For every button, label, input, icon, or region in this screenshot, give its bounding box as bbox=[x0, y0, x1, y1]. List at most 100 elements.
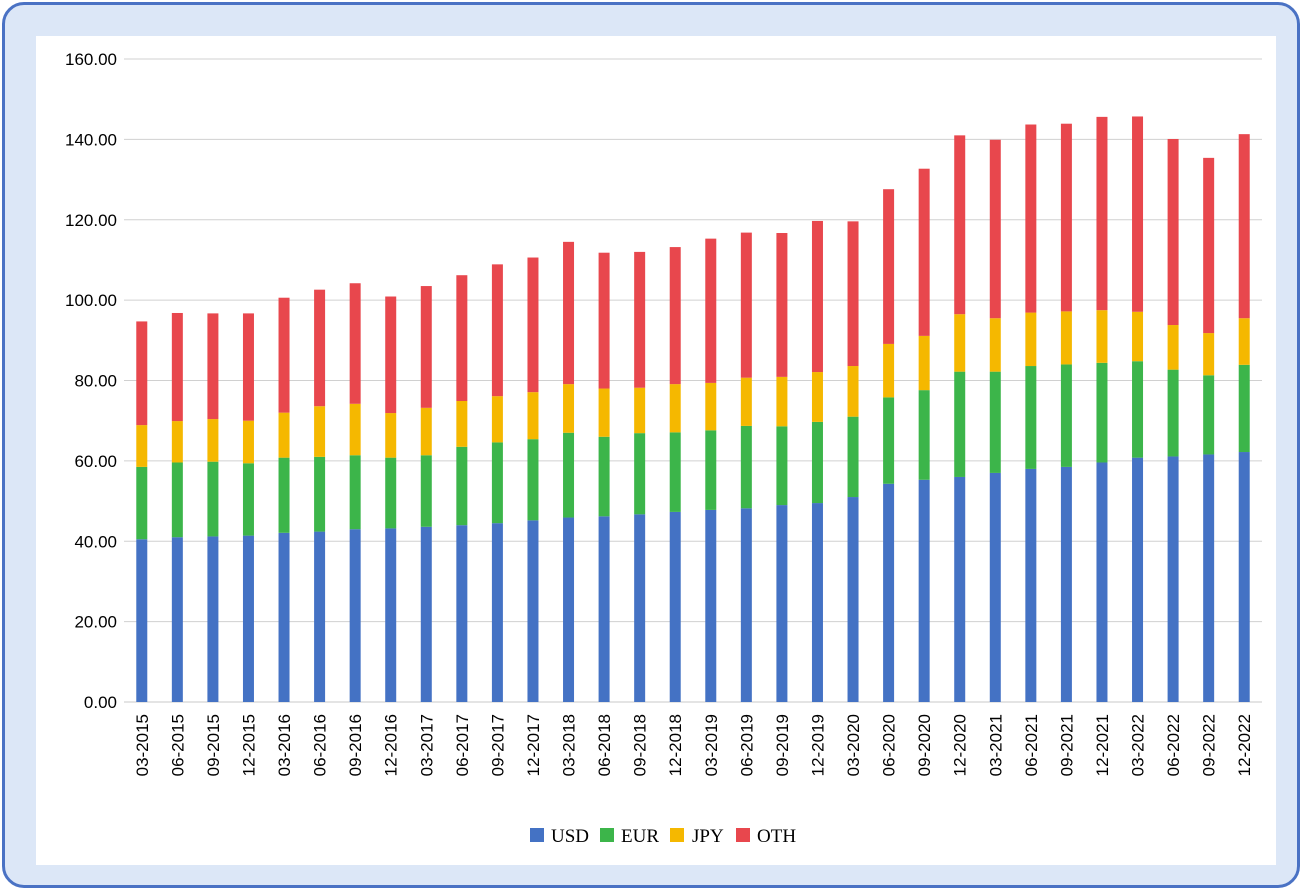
bar-segment-usd bbox=[1096, 462, 1108, 702]
legend-swatch-usd[interactable] bbox=[530, 828, 544, 842]
bar-segment-eur bbox=[349, 455, 361, 530]
bar-segment-usd bbox=[1238, 452, 1250, 702]
bar-segment-usd bbox=[634, 514, 646, 702]
bar-segment-usd bbox=[456, 525, 468, 702]
bar-segment-eur bbox=[1238, 364, 1250, 453]
bar-segment-oth bbox=[1203, 157, 1215, 334]
x-tick-label: 12-2019 bbox=[808, 714, 827, 776]
bar-segment-oth bbox=[278, 297, 290, 413]
bar-segment-usd bbox=[278, 532, 290, 702]
legend-label-usd[interactable]: USD bbox=[551, 826, 589, 847]
bar-segment-jpy bbox=[420, 407, 432, 456]
x-tick-label: 03-2018 bbox=[560, 714, 579, 776]
bar-segment-oth bbox=[1025, 124, 1037, 313]
y-tick-label: 20.00 bbox=[74, 613, 117, 632]
stacked-bar-chart: 0.00 20.00 40.00 60.00 80.00 100.00 120.00 140.… bbox=[65, 50, 1262, 847]
x-tick-label: 06-2015 bbox=[168, 714, 187, 776]
bar-segment-eur bbox=[491, 442, 503, 524]
x-tick-label: 12-2016 bbox=[382, 714, 401, 776]
x-tick-label: 06-2016 bbox=[311, 714, 330, 776]
bar-segment-oth bbox=[456, 275, 468, 401]
bar-segment-oth bbox=[776, 233, 788, 377]
y-tick-label: 80.00 bbox=[74, 372, 117, 391]
bar-segment-eur bbox=[954, 371, 966, 477]
legend-label-eur[interactable]: EUR bbox=[621, 826, 659, 847]
legend-swatch-eur[interactable] bbox=[600, 828, 614, 842]
bar-segment-usd bbox=[527, 520, 539, 702]
bar-segment-jpy bbox=[705, 382, 717, 431]
bar-segment-jpy bbox=[1132, 311, 1144, 362]
legend-swatch-oth[interactable] bbox=[736, 828, 750, 842]
bar-segment-oth bbox=[491, 264, 503, 397]
x-tick-label: 03-2019 bbox=[702, 714, 721, 776]
legend-label-oth[interactable]: OTH bbox=[757, 826, 796, 847]
y-axis-ticks: 0.00 20.00 40.00 60.00 80.00 100.00 120.00 140.… bbox=[65, 50, 117, 712]
bar-segment-oth bbox=[385, 296, 397, 414]
x-tick-label: 03-2017 bbox=[417, 714, 436, 776]
x-tick-label: 12-2021 bbox=[1093, 714, 1112, 776]
bar-segment-jpy bbox=[385, 413, 397, 458]
bar-segment-oth bbox=[349, 283, 361, 404]
x-tick-label: 12-2022 bbox=[1235, 714, 1254, 776]
bar-segment-usd bbox=[954, 476, 966, 702]
bar-segment-usd bbox=[1132, 457, 1144, 702]
bar-segment-oth bbox=[811, 220, 823, 373]
bar-segment-eur bbox=[1025, 366, 1037, 469]
bar-segment-oth bbox=[740, 232, 752, 378]
bar-segment-jpy bbox=[598, 388, 610, 437]
bar-segment-usd bbox=[1025, 468, 1037, 702]
bar-segment-jpy bbox=[634, 387, 646, 434]
bar-segment-usd bbox=[171, 537, 183, 702]
x-tick-label: 06-2020 bbox=[880, 714, 899, 776]
x-tick-label: 09-2019 bbox=[773, 714, 792, 776]
bar-segment-oth bbox=[634, 251, 646, 388]
bar-segment-eur bbox=[1203, 375, 1215, 455]
bar-segment-eur bbox=[420, 455, 432, 527]
bar-segment-eur bbox=[207, 461, 219, 537]
legend-label-jpy[interactable]: JPY bbox=[692, 826, 724, 847]
bar-segment-jpy bbox=[563, 384, 575, 433]
x-tick-label: 09-2017 bbox=[488, 714, 507, 776]
bar-segment-oth bbox=[1238, 134, 1250, 319]
bar-segment-usd bbox=[669, 511, 681, 702]
y-tick-label: 0.00 bbox=[84, 693, 117, 712]
bar-segment-usd bbox=[242, 535, 254, 702]
bar-segment-oth bbox=[989, 139, 1001, 319]
x-tick-label: 09-2022 bbox=[1200, 714, 1219, 776]
bar-segment-oth bbox=[598, 252, 610, 389]
x-tick-label: 09-2016 bbox=[346, 714, 365, 776]
bar-segment-jpy bbox=[491, 396, 503, 443]
bar-segment-eur bbox=[811, 421, 823, 504]
bar-segment-usd bbox=[847, 497, 859, 702]
bar-segment-oth bbox=[1132, 116, 1144, 312]
x-tick-label: 09-2020 bbox=[915, 714, 934, 776]
x-tick-label: 09-2021 bbox=[1057, 714, 1076, 776]
bar-segment-usd bbox=[740, 508, 752, 702]
x-tick-label: 12-2015 bbox=[239, 714, 258, 776]
bar-segment-usd bbox=[420, 526, 432, 702]
bar-segment-jpy bbox=[1060, 311, 1072, 365]
bar-segment-oth bbox=[242, 313, 254, 421]
x-tick-label: 06-2017 bbox=[453, 714, 472, 776]
bar-segment-oth bbox=[420, 286, 432, 408]
bar-segment-eur bbox=[278, 457, 290, 533]
bar-segment-jpy bbox=[669, 384, 681, 433]
y-tick-label: 40.00 bbox=[74, 532, 117, 551]
y-tick-label: 60.00 bbox=[74, 452, 117, 471]
bar-segment-eur bbox=[527, 439, 539, 521]
bar-segment-usd bbox=[136, 539, 148, 702]
bar-segment-oth bbox=[918, 168, 930, 336]
bar-segment-eur bbox=[1060, 364, 1072, 467]
x-tick-label: 03-2016 bbox=[275, 714, 294, 776]
bar-segment-jpy bbox=[1096, 310, 1108, 363]
bar-segment-jpy bbox=[278, 412, 290, 458]
legend-swatch-jpy[interactable] bbox=[670, 828, 684, 842]
bar-segment-eur bbox=[705, 430, 717, 510]
bar-segment-jpy bbox=[527, 392, 539, 440]
y-tick-label: 120.00 bbox=[65, 211, 117, 230]
x-tick-label: 06-2021 bbox=[1022, 714, 1041, 776]
legend[interactable]: USD EUR JPY OTH bbox=[530, 826, 796, 847]
bar-segment-usd bbox=[207, 536, 219, 702]
bars bbox=[136, 116, 1250, 702]
x-tick-label: 12-2018 bbox=[666, 714, 685, 776]
